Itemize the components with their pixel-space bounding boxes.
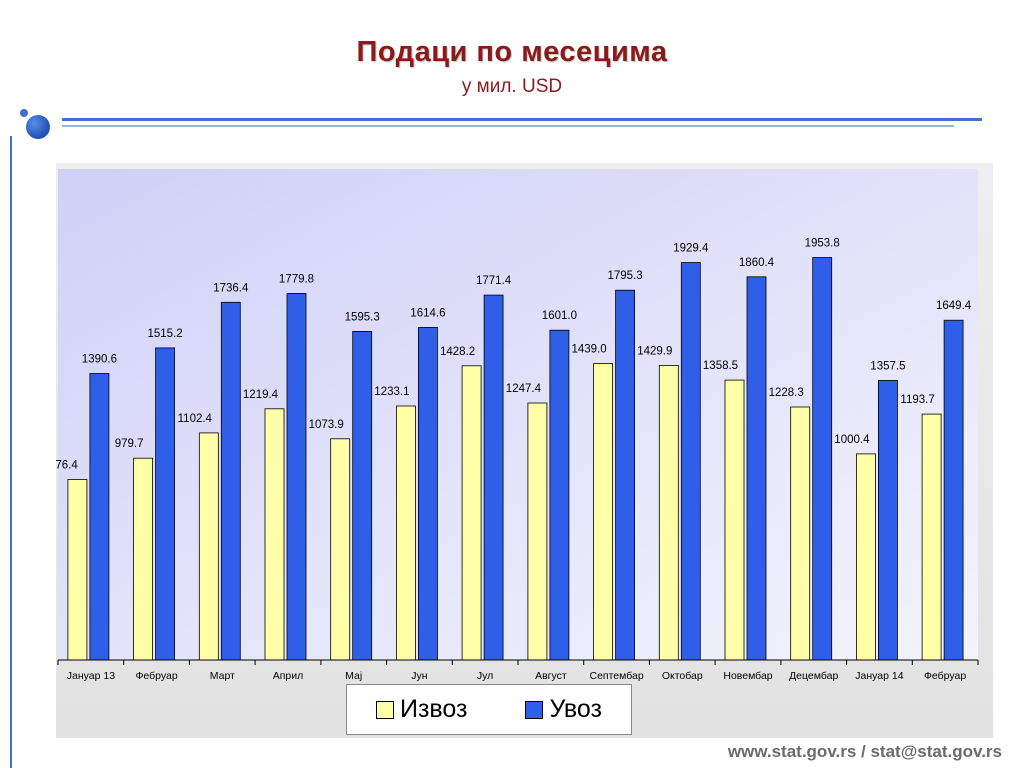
bar-import-11 — [812, 257, 833, 661]
slide-subtitle: у мил. USD — [461, 76, 563, 97]
data-label-export-0: 876.4 — [56, 460, 78, 472]
bar-import-3 — [286, 292, 307, 661]
decor-dot-small-icon — [20, 109, 28, 117]
x-tick-label-11: Децембар — [789, 670, 838, 682]
x-tick-label-12: Јануар 14 — [855, 670, 903, 682]
bar-import-2 — [220, 301, 241, 661]
data-label-import-10: 1860.4 — [739, 257, 775, 269]
bars-layer — [67, 257, 964, 661]
data-label-import-0: 1390.6 — [82, 354, 117, 366]
legend-item-export: Извоз — [375, 695, 468, 724]
bar-export-9 — [658, 364, 679, 661]
legend-label-import: Увоз — [549, 695, 603, 723]
data-label-import-3: 1779.8 — [279, 273, 314, 285]
bar-import-13 — [943, 319, 964, 661]
bar-export-2 — [198, 432, 219, 661]
bar-export-8 — [593, 363, 613, 661]
slide-title: Подаци по месецима — [356, 36, 668, 68]
data-label-import-4: 1595.3 — [345, 311, 380, 323]
data-label-export-6: 1428.2 — [440, 346, 475, 358]
ticks-layer: Јануар 13 Фебруар Март Април Мај Јун Јул Август… — [57, 660, 979, 682]
bar-import-5 — [417, 326, 438, 661]
bar-import-1 — [155, 347, 175, 661]
x-tick-label-3: Април — [273, 670, 304, 682]
x-tick-label-7: Август — [535, 670, 567, 682]
bar-export-11 — [790, 406, 811, 661]
x-tick-label-4: Мај — [345, 670, 362, 682]
bar-export-12 — [856, 453, 876, 661]
bar-export-10 — [724, 379, 745, 661]
decor-line-secondary — [62, 125, 954, 127]
bar-chart: 876.4 1390.6 979.7 1515.2 1102.4 1736.4 1219.4… — [49, 163, 993, 738]
x-tick-label-8: Септембар — [589, 670, 643, 682]
data-label-export-12: 1000.4 — [834, 434, 870, 446]
decor-dot-icon — [26, 115, 50, 139]
bar-import-8 — [615, 289, 635, 661]
bar-import-4 — [352, 330, 373, 661]
bar-import-9 — [680, 262, 701, 661]
data-label-import-12: 1357.5 — [870, 360, 905, 372]
bar-import-0 — [89, 373, 110, 661]
data-label-export-8: 1439.0 — [572, 344, 607, 356]
data-label-import-7: 1601.0 — [542, 310, 577, 322]
data-label-export-2: 1102.4 — [178, 413, 213, 425]
data-label-export-4: 1073.9 — [309, 419, 344, 431]
legend-label-export: Извоз — [399, 695, 468, 723]
legend-swatch-export — [375, 700, 394, 719]
bar-export-0 — [67, 479, 88, 661]
legend-swatch-import — [525, 700, 544, 719]
footer-contact: www.stat.gov.rs / stat@stat.gov.rs — [727, 742, 1002, 761]
x-tick-label-1: Фебруар — [135, 670, 177, 682]
decor-line — [62, 118, 982, 121]
bar-export-6 — [461, 365, 482, 661]
x-tick-label-5: Јун — [411, 670, 428, 682]
data-label-import-1: 1515.2 — [148, 328, 183, 340]
data-label-export-9: 1429.9 — [637, 345, 672, 357]
data-label-import-8: 1795.3 — [608, 270, 643, 282]
bar-export-3 — [264, 408, 285, 661]
data-label-export-3: 1219.4 — [243, 389, 279, 401]
bar-export-5 — [395, 405, 416, 661]
legend-item-import: Увоз — [525, 695, 602, 724]
data-label-export-13: 1193.7 — [900, 394, 934, 406]
bar-export-1 — [133, 457, 153, 661]
data-label-export-7: 1247.4 — [506, 383, 542, 395]
bar-export-13 — [921, 413, 942, 661]
bar-export-7 — [527, 402, 548, 661]
x-tick-label-2: Март — [210, 670, 235, 682]
labels-layer: 876.4 1390.6 979.7 1515.2 1102.4 1736.4 1219.4… — [49, 238, 972, 472]
bar-import-12 — [878, 379, 898, 661]
decor-vertical-line — [10, 136, 12, 768]
bar-import-7 — [549, 329, 570, 661]
x-tick-label-9: Октобар — [662, 670, 703, 682]
data-label-import-9: 1929.4 — [673, 243, 709, 255]
data-label-import-6: 1771.4 — [476, 275, 512, 287]
data-label-export-1: 979.7 — [115, 438, 144, 450]
x-tick-label-6: Јул — [477, 670, 493, 682]
x-tick-label-13: Фебруар — [924, 670, 966, 682]
data-label-import-11: 1953.8 — [805, 238, 840, 250]
data-label-export-11: 1228.3 — [769, 387, 804, 399]
x-tick-label-0: Јануар 13 — [67, 670, 115, 682]
data-label-import-13: 1649.4 — [936, 300, 972, 312]
data-label-export-10: 1358.5 — [703, 360, 738, 372]
bar-import-6 — [483, 294, 504, 661]
data-label-import-2: 1736.4 — [213, 282, 249, 294]
bar-import-10 — [746, 276, 767, 661]
chart-area: 876.4 1390.6 979.7 1515.2 1102.4 1736.4 1219.4… — [49, 163, 993, 738]
data-label-import-5: 1614.6 — [410, 307, 445, 319]
chart-legend: Извоз Увоз — [346, 684, 632, 735]
x-tick-label-10: Новембар — [723, 670, 772, 682]
data-label-export-5: 1233.1 — [374, 386, 409, 398]
bar-export-4 — [330, 438, 351, 661]
